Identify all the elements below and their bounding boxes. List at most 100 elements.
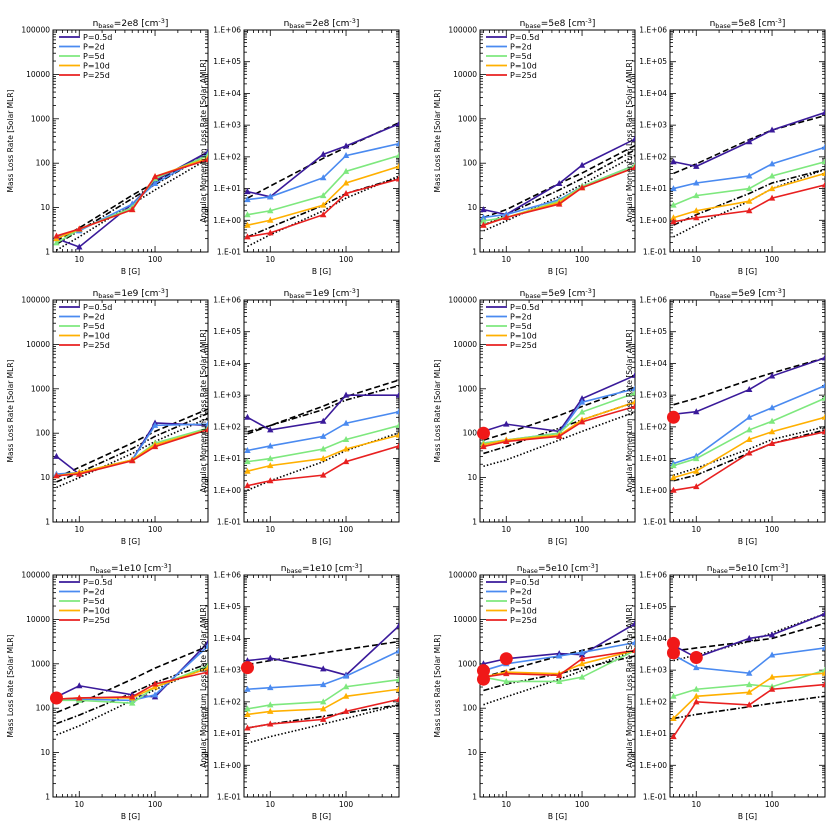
data-point	[480, 221, 487, 228]
y-tick-label: 10	[467, 748, 477, 757]
chart-panel: nbase=5e9 [cm-3] 1.E-01 1.E+00 1.E+01 1.E+02…	[625, 287, 826, 546]
observation-marker	[240, 661, 254, 675]
legend-label: P=5d	[83, 597, 105, 606]
legend-label: P=10d	[83, 62, 110, 71]
data-point	[480, 213, 487, 220]
data-point	[244, 467, 251, 474]
reference-line-dashdot	[673, 168, 825, 226]
y-tick-label: 1000	[458, 384, 477, 393]
data-point	[320, 445, 327, 452]
x-axis-label: B [G]	[312, 812, 331, 821]
data-point	[204, 426, 208, 433]
data-point	[631, 389, 635, 396]
data-point	[267, 442, 274, 449]
x-tick-label: 10	[502, 525, 512, 534]
chart-panel: nbase=1e9 [cm-3] 1.E-01 1.E+00 1.E+01 1.E+02…	[199, 287, 400, 546]
data-point	[244, 724, 251, 731]
data-point	[395, 622, 399, 629]
data-point	[631, 164, 635, 171]
data-point	[395, 431, 399, 438]
data-point	[503, 213, 510, 220]
legend-label: P=2d	[83, 43, 105, 52]
data-point	[342, 672, 350, 679]
y-tick-label: 1.E+01	[213, 184, 241, 193]
data-point	[342, 152, 350, 159]
data-point	[821, 158, 825, 165]
data-point	[746, 172, 753, 179]
y-tick-label: 1.E+03	[639, 121, 667, 130]
plot-area	[480, 135, 635, 232]
chart-title: nbase=1e10 [cm-3]	[90, 562, 172, 575]
data-point	[76, 694, 83, 701]
legend-label: P=10d	[83, 332, 110, 341]
chart-title: nbase=2e8 [cm-3]	[284, 17, 360, 30]
data-point	[768, 673, 776, 680]
data-point	[670, 158, 677, 165]
y-tick-label: 100000	[21, 296, 50, 305]
data-point	[768, 160, 776, 167]
data-point	[53, 472, 60, 479]
data-point	[320, 665, 327, 672]
series-line	[56, 427, 208, 477]
y-tick-label: 100000	[448, 26, 477, 35]
data-point	[204, 420, 208, 427]
legend-label: P=2d	[510, 43, 532, 52]
legend-label: P=5d	[83, 52, 105, 61]
data-point	[556, 432, 563, 439]
data-point	[670, 714, 677, 721]
legend-label: P=5d	[510, 597, 532, 606]
data-point	[53, 452, 60, 459]
data-point	[395, 120, 399, 127]
data-point	[768, 185, 776, 192]
chart-title: nbase=5e10 [cm-3]	[707, 562, 789, 575]
plot-frame	[479, 299, 636, 523]
data-point	[342, 445, 350, 452]
y-tick-label: 10000	[26, 70, 50, 79]
plot-frame	[243, 29, 400, 253]
data-point	[342, 419, 350, 426]
y-tick-label: 1.E+02	[639, 422, 667, 431]
data-point	[503, 670, 510, 677]
y-tick-label: 1.E+03	[213, 121, 241, 130]
y-tick-label: 1.E+02	[213, 422, 241, 431]
y-tick-label: 100000	[21, 571, 50, 580]
data-point	[631, 639, 635, 646]
legend-label: P=5d	[510, 322, 532, 331]
y-tick-label: 1.E+06	[213, 26, 241, 35]
x-axis-label: B [G]	[548, 812, 567, 821]
y-tick-label: 1.E+04	[213, 89, 241, 98]
data-point	[746, 681, 753, 688]
y-tick-label: 1.E+00	[213, 486, 241, 495]
x-tick-label: 100	[575, 800, 590, 809]
data-point	[693, 179, 700, 186]
data-point	[244, 705, 251, 712]
plot-area	[670, 610, 825, 740]
y-tick-label: 1.E-01	[217, 793, 241, 802]
legend-label: P=2d	[510, 313, 532, 322]
y-tick-label: 100000	[448, 296, 477, 305]
observation-marker	[666, 410, 680, 424]
data-point	[395, 162, 399, 169]
data-point	[204, 156, 208, 163]
data-point	[631, 646, 635, 653]
reference-line-dash	[483, 636, 635, 678]
data-point	[342, 189, 350, 196]
data-point	[768, 372, 776, 379]
y-axis-label: Angular Momentum Loss Rate [Solar AMLR]	[625, 329, 634, 492]
y-axis-label: Mass Loss Rate [Solar MLR]	[433, 359, 442, 462]
x-axis-label: B [G]	[312, 267, 331, 276]
data-point	[267, 193, 274, 200]
data-point	[151, 173, 159, 180]
data-point	[693, 664, 700, 671]
chart-panel: nbase=5e10 [cm-3] 1 10 100 1000 10000 100000 10…	[433, 562, 636, 821]
x-axis-label: B [G]	[548, 267, 567, 276]
y-tick-label: 1000	[31, 384, 50, 393]
y-tick-label: 1.E+01	[639, 729, 667, 738]
y-tick-label: 1.E+03	[213, 391, 241, 400]
data-point	[320, 174, 327, 181]
data-point	[746, 688, 753, 695]
y-tick-label: 1.E+01	[213, 454, 241, 463]
